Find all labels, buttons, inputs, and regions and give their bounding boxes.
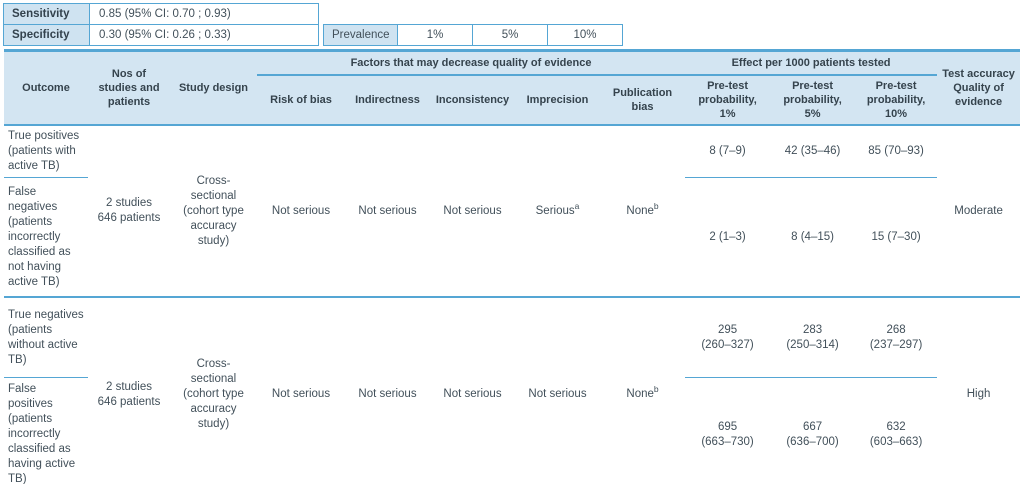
prevalence-value-5: 5% <box>472 24 548 46</box>
prevalence-value-10: 10% <box>547 24 623 46</box>
imprecision-cell-2: Not serious <box>515 297 600 484</box>
patients-count: 646 patients <box>97 395 161 408</box>
indirectness-cell-1: Not serious <box>345 125 430 298</box>
tp-effect-5pct: 42 (35–46) <box>770 125 856 178</box>
risk-of-bias-cell-1: Not serious <box>257 125 345 298</box>
design-cell-1: Cross-sectional (cohort type accuracy st… <box>170 125 257 298</box>
inconsistency-cell-2: Not serious <box>430 297 515 484</box>
outcome-true-positives: True positives (patients with active TB) <box>4 125 88 178</box>
group-header-factors: Factors that may decrease quality of evi… <box>257 50 686 76</box>
indirectness-cell-2: Not serious <box>345 297 430 484</box>
prevalence-label: Prevalence <box>323 24 398 46</box>
col-header-outcome: Outcome <box>4 50 88 126</box>
col-header-pretest-5: Pre-test probability, 5% <box>770 75 856 126</box>
risk-of-bias-cell-2: Not serious <box>257 297 345 484</box>
outcome-true-negatives: True negatives (patients without active … <box>4 297 88 378</box>
specificity-label: Specificity <box>3 24 90 46</box>
row-true-negatives: True negatives (patients without active … <box>4 297 1021 484</box>
header-columns-row: Risk of bias Indirectness Inconsistency … <box>4 75 1020 126</box>
tn-effect-5pct: 283 (250–314) <box>770 297 856 378</box>
studies-cell-1: 2 studies 646 patients <box>88 125 170 298</box>
col-header-publication-bias: Publication bias <box>600 75 686 126</box>
col-header-studies: Nos of studies and patients <box>88 50 170 126</box>
design-cell-2: Cross-sectional (cohort type accuracy st… <box>170 297 257 484</box>
col-header-design: Study design <box>170 50 257 126</box>
row-true-positives: True positives (patients with active TB)… <box>4 125 1021 298</box>
tn-effect-10pct: 268 (237–297) <box>855 297 938 378</box>
tn-effect-1pct: 295 (260–327) <box>685 297 771 378</box>
quality-cell-2: High <box>937 297 1021 484</box>
col-header-quality: Test accuracy Quality of evidence <box>937 50 1021 126</box>
col-header-pretest-10: Pre-test probability, 10% <box>855 75 938 126</box>
col-header-imprecision: Imprecision <box>515 75 600 126</box>
studies-cell-2: 2 studies 646 patients <box>88 297 170 484</box>
group-header-effect: Effect per 1000 patients tested <box>685 50 938 76</box>
fn-effect-1pct: 2 (1–3) <box>685 177 771 298</box>
fn-effect-5pct: 8 (4–15) <box>770 177 856 298</box>
row-false-negatives: False negatives (patients incorrectly cl… <box>4 177 1020 298</box>
header-group-row: Outcome Nos of studies and patients Stud… <box>4 50 1021 126</box>
col-header-risk-of-bias: Risk of bias <box>257 75 345 126</box>
patients-count: 646 patients <box>97 212 161 224</box>
outcome-false-positives: False positives (patients incorrectly cl… <box>4 377 88 484</box>
sensitivity-label: Sensitivity <box>3 3 90 25</box>
footnote-ref-b: b <box>653 384 659 395</box>
studies-count: 2 studies <box>105 380 153 393</box>
fp-effect-10pct: 632 (603–663) <box>855 377 938 484</box>
specificity-prevalence-row: Specificity 0.30 (95% CI: 0.26 ; 0.33) P… <box>3 24 623 46</box>
fp-effect-5pct: 667 (636–700) <box>770 377 856 484</box>
tp-effect-10pct: 85 (70–93) <box>855 125 938 178</box>
fn-effect-10pct: 15 (7–30) <box>855 177 938 298</box>
studies-count: 2 studies <box>105 197 153 209</box>
evidence-table: Outcome Nos of studies and patients Stud… <box>4 49 1021 484</box>
outcome-false-negatives: False negatives (patients incorrectly cl… <box>4 177 88 298</box>
tp-effect-1pct: 8 (7–9) <box>685 125 771 178</box>
quality-cell-1: Moderate <box>937 125 1021 298</box>
prevalence-value-1: 1% <box>397 24 473 46</box>
accuracy-summary: Sensitivity 0.85 (95% CI: 0.70 ; 0.93) S… <box>3 3 623 46</box>
inconsistency-cell-1: Not serious <box>430 125 515 298</box>
col-header-indirectness: Indirectness <box>345 75 430 126</box>
sensitivity-value: 0.85 (95% CI: 0.70 ; 0.93) <box>89 3 319 25</box>
col-header-pretest-1: Pre-test probability, 1% <box>685 75 771 126</box>
row-false-positives: False positives (patients incorrectly cl… <box>4 377 1020 484</box>
specificity-value: 0.30 (95% CI: 0.26 ; 0.33) <box>89 24 319 46</box>
imprecision-cell-1: Seriousa <box>515 125 600 298</box>
publication-bias-cell-2: Noneb <box>600 297 686 484</box>
sensitivity-row: Sensitivity 0.85 (95% CI: 0.70 ; 0.93) <box>3 3 623 25</box>
fp-effect-1pct: 695 (663–730) <box>685 377 771 484</box>
footnote-ref-a: a <box>574 200 580 211</box>
col-header-inconsistency: Inconsistency <box>430 75 515 126</box>
publication-bias-cell-1: Noneb <box>600 125 686 298</box>
footnote-ref-b: b <box>653 200 659 211</box>
